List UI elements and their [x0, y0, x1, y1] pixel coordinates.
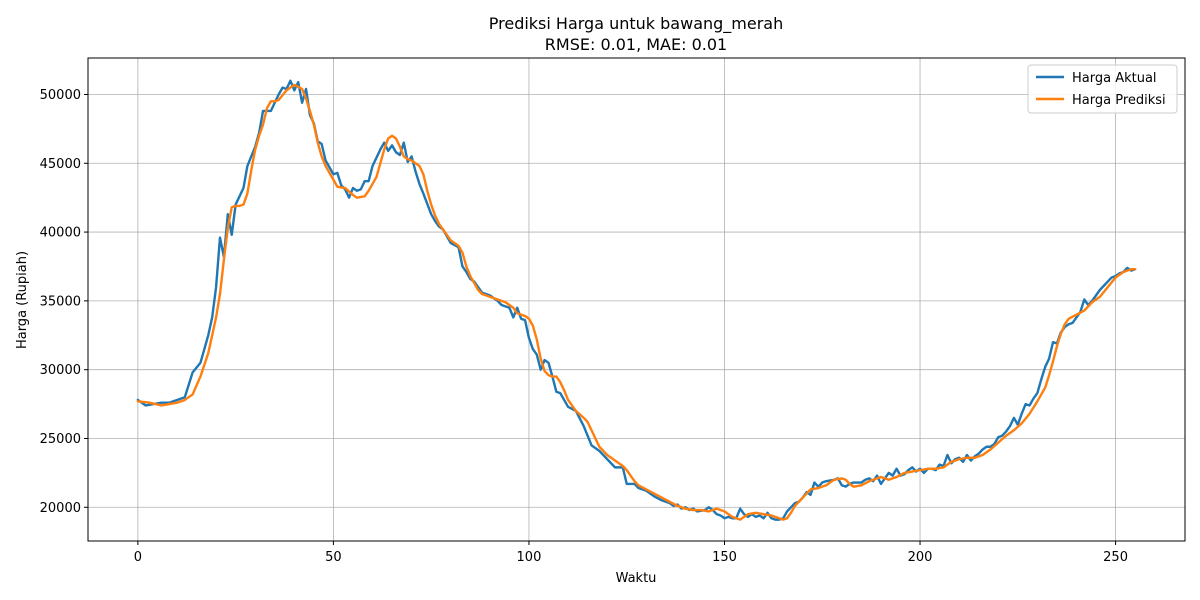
x-tick-label: 50 [325, 550, 342, 565]
grid-lines [88, 58, 1185, 541]
y-tick-label: 25000 [40, 432, 81, 447]
x-axis-label: Waktu [616, 571, 657, 586]
series-line-harga-prediksi [136, 83, 1137, 521]
plot-area-frame [87, 57, 1186, 542]
y-tick-label: 50000 [40, 88, 81, 103]
chart-subtitle: RMSE: 0.01, MAE: 0.01 [545, 35, 727, 54]
x-tick-label: 0 [134, 550, 142, 565]
axis-ticks: 0 50 100 150 200 250 20000 25000 30000 35000 40000… [40, 88, 1128, 565]
x-tick-label: 250 [1103, 550, 1128, 565]
x-tick-label: 100 [517, 550, 542, 565]
x-tick-label: 200 [908, 550, 933, 565]
y-tick-label: 45000 [40, 157, 81, 172]
legend: Harga Aktual Harga Prediksi [1027, 64, 1178, 114]
y-tick-label: 30000 [40, 363, 81, 378]
y-tick-label: 20000 [40, 501, 81, 516]
y-axis-label: Harga (Rupiah) [15, 251, 30, 349]
y-tick-label: 35000 [40, 294, 81, 309]
x-tick-label: 150 [712, 550, 737, 565]
chart-title: Prediksi Harga untuk bawang_merah [489, 14, 784, 34]
legend-box [1027, 64, 1178, 114]
legend-label-aktual: Harga Aktual [1072, 71, 1157, 86]
y-tick-label: 40000 [40, 226, 81, 241]
series-lines [136, 79, 1137, 521]
legend-label-prediksi: Harga Prediksi [1072, 93, 1166, 108]
